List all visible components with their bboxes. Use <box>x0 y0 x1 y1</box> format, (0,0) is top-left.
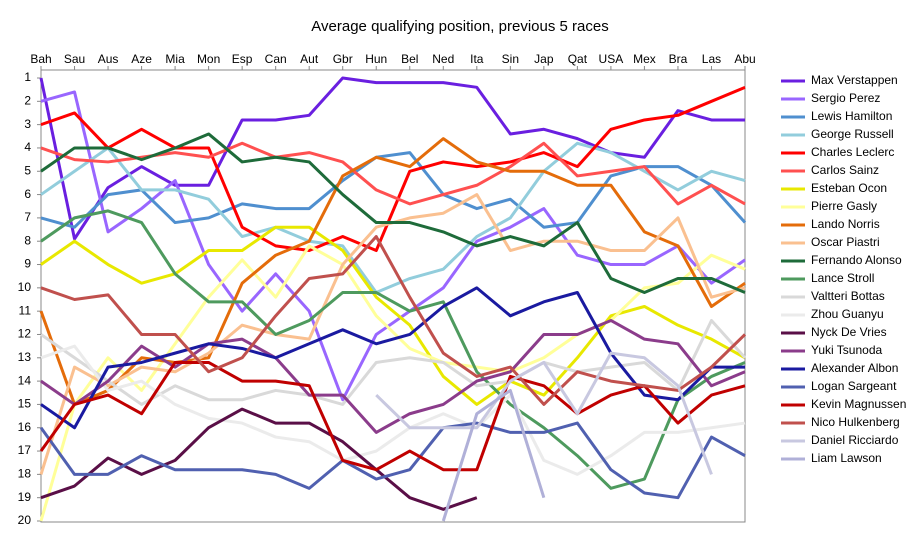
x-tick-label: Mex <box>633 52 656 66</box>
x-tick-label: Aut <box>300 52 319 66</box>
x-tick-label: Aus <box>98 52 119 66</box>
series-line <box>40 235 747 406</box>
legend-label: Carlos Sainz <box>811 163 879 177</box>
x-tick-label: Bel <box>401 52 418 66</box>
legend-label: Liam Lawson <box>811 451 882 465</box>
series-line <box>40 141 746 295</box>
x-tick-label: Ned <box>432 52 454 66</box>
y-tick-label: 10 <box>18 280 32 294</box>
y-tick-label: 19 <box>18 490 32 504</box>
series-line <box>39 137 746 406</box>
y-tick-label: 7 <box>24 210 31 224</box>
legend-label: Nico Hulkenberg <box>811 415 900 429</box>
series-line <box>39 360 746 472</box>
legend-label: Valtteri Bottas <box>811 289 885 303</box>
y-tick-label: 2 <box>24 93 31 107</box>
series-line <box>39 244 746 522</box>
y-tick-label: 5 <box>24 163 31 177</box>
legend-label: Charles Leclerc <box>811 145 894 159</box>
y-tick-label: 18 <box>18 467 32 481</box>
legend-label: Fernando Alonso <box>811 253 902 267</box>
x-tick-label: Las <box>702 52 721 66</box>
legend-label: Kevin Magnussen <box>811 397 906 411</box>
legend-label: Pierre Gasly <box>811 199 877 213</box>
y-tick-label: 4 <box>24 140 31 154</box>
x-tick-label: USA <box>599 52 624 66</box>
series-line <box>40 344 746 476</box>
y-tick-label: 13 <box>18 350 32 364</box>
series-line <box>441 388 546 522</box>
series-line <box>40 286 745 430</box>
series-line <box>39 421 746 500</box>
legend-label: Lance Stroll <box>811 271 874 285</box>
legend-label: Alexander Albon <box>811 361 898 375</box>
legend-label: Zhou Guanyu <box>811 307 884 321</box>
series-line <box>40 225 746 406</box>
y-tick-label: 11 <box>19 303 32 317</box>
series-line <box>40 407 478 511</box>
x-tick-label: Jap <box>534 52 554 66</box>
x-tick-label: Bra <box>669 52 688 66</box>
x-tick-label: Abu <box>734 52 755 66</box>
series-line <box>39 76 745 241</box>
y-tick-label: 9 <box>24 257 31 271</box>
y-tick-label: 6 <box>24 187 31 201</box>
y-tick-label: 17 <box>18 443 32 457</box>
y-tick-label: 20 <box>18 513 32 527</box>
y-tick-label: 15 <box>18 397 32 411</box>
legend-label: Esteban Ocon <box>811 181 887 195</box>
y-tick-label: 16 <box>18 420 32 434</box>
x-tick-label: Aze <box>131 52 152 66</box>
x-tick-label: Mon <box>197 52 220 66</box>
legend-label: Daniel Ricciardo <box>811 433 899 447</box>
series-line <box>40 151 747 229</box>
series-line <box>40 85 746 253</box>
legend-label: Logan Sargeant <box>811 379 897 393</box>
legend-label: George Russell <box>811 127 894 141</box>
x-tick-label: Can <box>265 52 287 66</box>
y-tick-label: 1 <box>24 70 31 84</box>
series-line <box>40 132 746 295</box>
series-line <box>40 318 746 434</box>
series-line <box>375 351 713 475</box>
x-tick-label: Hun <box>365 52 387 66</box>
legend-label: Oscar Piastri <box>811 235 880 249</box>
y-tick-label: 14 <box>18 373 32 387</box>
series-line <box>40 90 746 402</box>
legend-label: Max Verstappen <box>811 73 898 87</box>
x-tick-label: Mia <box>165 52 185 66</box>
x-tick-label: Sau <box>64 52 85 66</box>
legend-label: Sergio Perez <box>811 91 880 105</box>
y-tick-label: 3 <box>24 117 31 131</box>
series-line <box>40 318 747 406</box>
x-tick-label: Bah <box>30 52 51 66</box>
legend-label: Yuki Tsunoda <box>811 343 882 357</box>
x-tick-label: Gbr <box>333 52 353 66</box>
legend-label: Lando Norris <box>811 217 880 231</box>
x-tick-label: Ita <box>470 52 484 66</box>
chart-title: Average qualifying position, previous 5 … <box>311 18 608 35</box>
series-line <box>40 209 746 490</box>
x-tick-label: Qat <box>568 52 588 66</box>
legend-label: Nyck De Vries <box>811 325 887 339</box>
x-tick-label: Sin <box>502 52 519 66</box>
plot-frame <box>40 69 746 523</box>
legend-label: Lewis Hamilton <box>811 109 892 123</box>
y-tick-label: 12 <box>18 327 32 341</box>
y-tick-label: 8 <box>24 233 31 247</box>
x-tick-label: Esp <box>232 52 253 66</box>
